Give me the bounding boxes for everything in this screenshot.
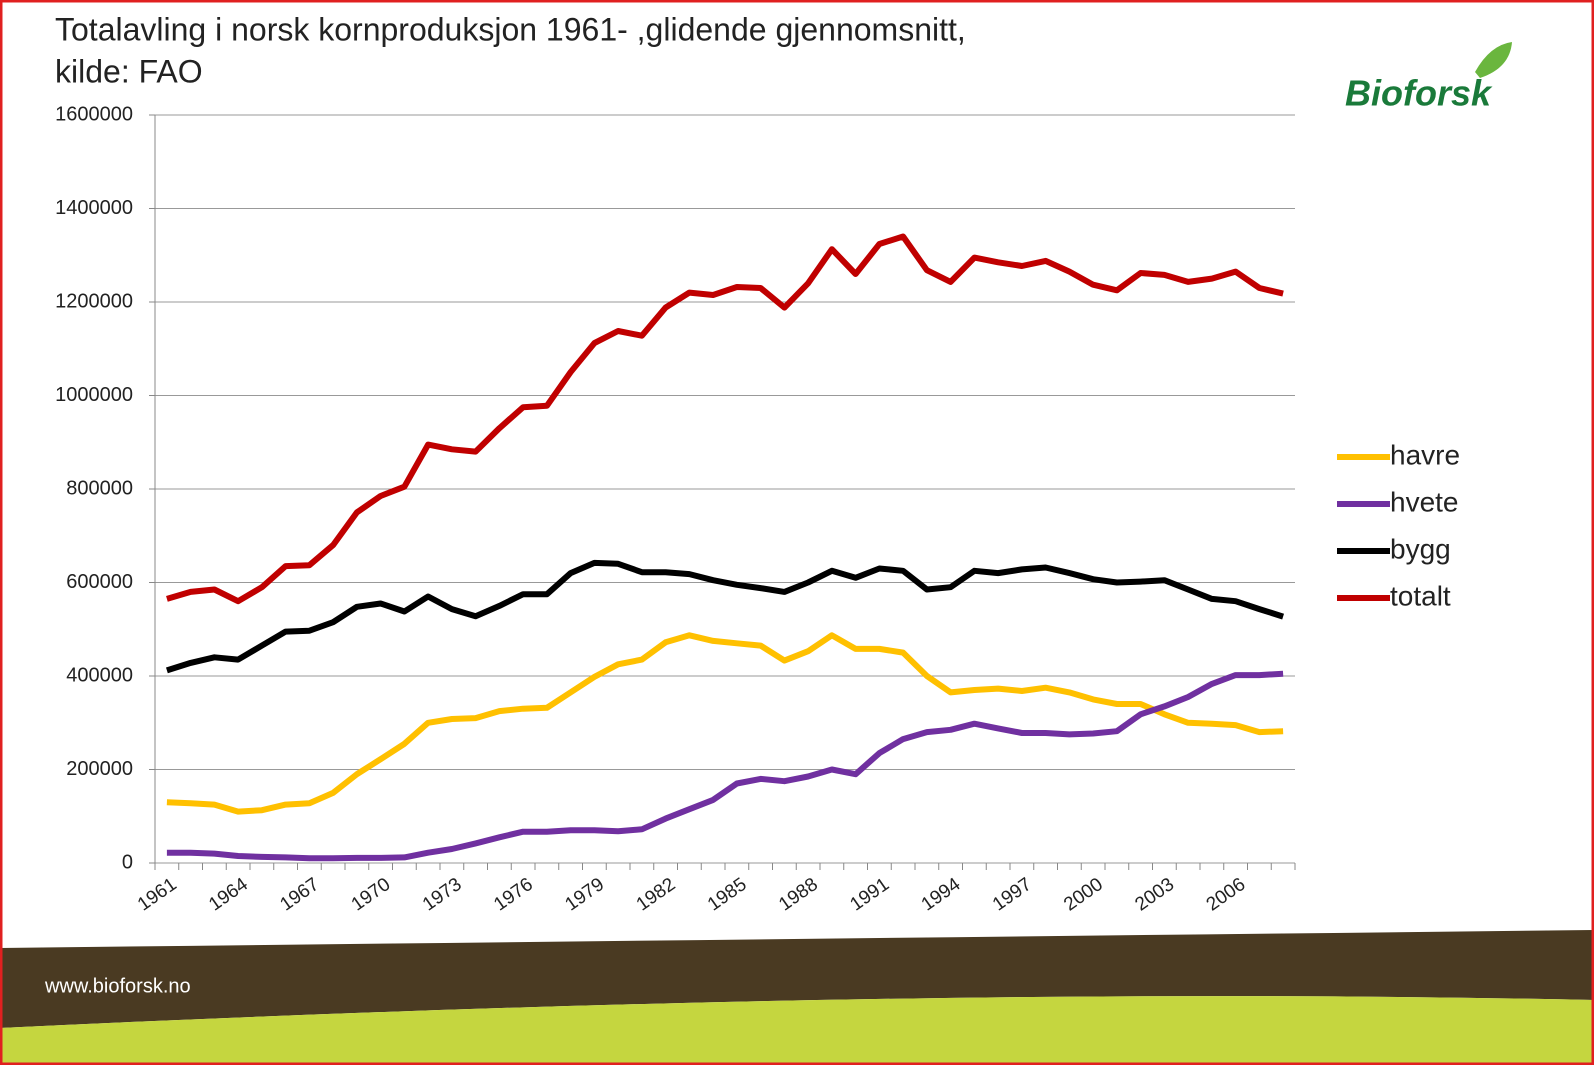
y-tick-label: 0 — [122, 851, 133, 873]
y-tick-label: 400000 — [66, 664, 133, 686]
y-tick-label: 1200000 — [55, 290, 133, 312]
legend-label: havre — [1390, 439, 1460, 470]
y-tick-label: 800000 — [66, 477, 133, 499]
legend-label: hvete — [1390, 486, 1459, 517]
chart-title: Totalavling i norsk kornproduksjon 1961-… — [55, 11, 966, 47]
legend-label: bygg — [1390, 533, 1451, 564]
legend-label: totalt — [1390, 580, 1451, 611]
y-tick-label: 1600000 — [55, 103, 133, 125]
chart: www.bioforsk.no Bioforsk Totalavling i n… — [0, 0, 1594, 1065]
logo: Bioforsk — [1345, 73, 1493, 114]
y-tick-label: 1400000 — [55, 197, 133, 219]
chart-title: kilde: FAO — [55, 53, 203, 89]
y-tick-label: 200000 — [66, 758, 133, 780]
page: {"chart_data": { "type": "line", "title"… — [0, 0, 1594, 1065]
footer-url: www.bioforsk.no — [44, 975, 191, 997]
y-tick-label: 600000 — [66, 571, 133, 593]
y-tick-label: 1000000 — [55, 384, 133, 406]
